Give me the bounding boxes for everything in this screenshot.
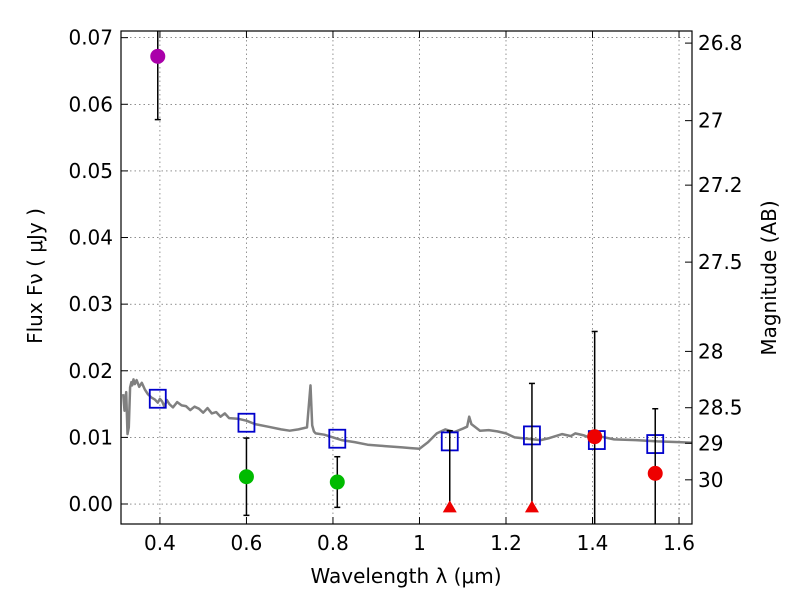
x-tick-label: 1.6 <box>663 531 695 555</box>
model-points-layer <box>148 388 665 454</box>
x-axis-label: Wavelength λ (μm) <box>310 564 501 588</box>
y-tick-label: 0.03 <box>68 292 113 316</box>
grid-lines <box>121 31 692 524</box>
y-tick-label: 0.07 <box>68 26 113 50</box>
y-axis-ticks: 0.00 0.01 0.02 0.03 0.04 0.05 0.06 0.07 <box>68 26 128 516</box>
y-tick-label: 0.05 <box>68 159 113 183</box>
y-tick-label: 0.01 <box>68 425 113 449</box>
observed-points-layer <box>150 31 663 524</box>
magnitude-tick-label: 27.2 <box>698 173 743 197</box>
magnitude-tick-label: 26.8 <box>698 31 743 55</box>
observed-point <box>150 48 166 64</box>
observed-point <box>587 429 603 445</box>
y-tick-label: 0.06 <box>68 92 113 116</box>
observed-point <box>329 474 345 490</box>
x-tick-label: 0.4 <box>144 531 176 555</box>
magnitude-tick-label: 29 <box>698 431 723 455</box>
magnitude-tick-label: 30 <box>698 468 723 492</box>
magnitude-tick-label: 28.5 <box>698 396 743 420</box>
model-point <box>237 412 256 433</box>
x-tick-label: 1 <box>413 531 426 555</box>
upper-limit-marker <box>442 500 457 513</box>
magnitude-tick-label: 28 <box>698 339 723 363</box>
plot-frame <box>120 30 693 525</box>
x-tick-label: 1.4 <box>577 531 609 555</box>
model-point <box>148 388 167 409</box>
magnitude-tick-label: 27.5 <box>698 250 743 274</box>
observed-point <box>238 469 254 485</box>
x-tick-label: 1.2 <box>490 531 522 555</box>
sed-spectrum-line <box>121 378 693 450</box>
y-tick-label: 0.04 <box>68 226 113 250</box>
magnitude-axis-ticks: 26.8 27 27.2 27.5 28 28.5 29 30 <box>685 31 743 492</box>
sed-spectrum-layer <box>121 378 693 450</box>
model-point <box>328 428 347 449</box>
upper-limit-marker <box>524 500 539 513</box>
y-tick-label: 0.02 <box>68 359 113 383</box>
x-tick-label: 0.6 <box>231 531 263 555</box>
magnitude-axis-label: Magnitude (AB) <box>757 200 781 355</box>
observed-point <box>647 465 663 481</box>
magnitude-tick-label: 27 <box>698 109 723 133</box>
y-tick-label: 0.00 <box>68 492 113 516</box>
y-axis-label: Flux Fν ( μJy ) <box>23 208 47 344</box>
x-axis-ticks: 0.4 0.6 0.8 1 1.2 1.4 1.6 <box>144 31 695 555</box>
x-tick-label: 0.8 <box>317 531 349 555</box>
